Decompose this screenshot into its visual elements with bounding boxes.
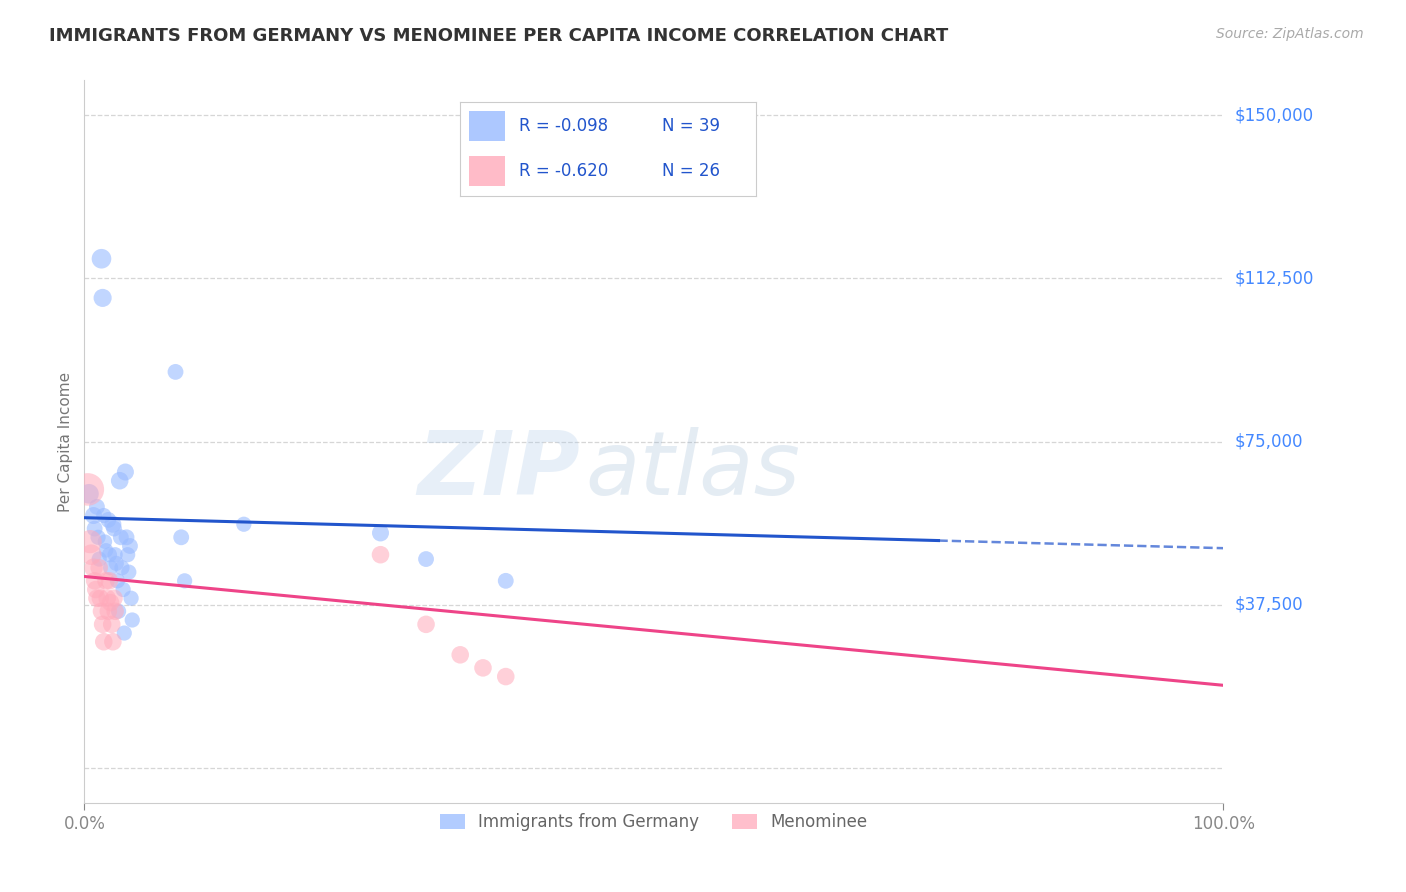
Point [105, 557, 128, 571]
Point [98, 548, 121, 562]
Point [100, 617, 122, 632]
Point [107, 604, 129, 618]
Point [97, 513, 120, 527]
Point [107, 574, 129, 588]
Point [94, 534, 117, 549]
Point [94, 543, 117, 558]
Point [83, 508, 105, 523]
Text: ZIP: ZIP [418, 427, 579, 514]
Point [118, 565, 141, 579]
Point [83, 522, 105, 536]
Point [121, 613, 143, 627]
Point [112, 582, 135, 597]
Point [84, 582, 107, 597]
Point [80, 548, 103, 562]
Legend: Immigrants from Germany, Menominee: Immigrants from Germany, Menominee [433, 806, 875, 838]
Point [77, 487, 100, 501]
Point [103, 591, 125, 606]
Point [91, 617, 114, 632]
Point [112, 626, 135, 640]
Point [115, 530, 138, 544]
Point [97, 604, 120, 618]
Point [165, 365, 187, 379]
Point [103, 522, 125, 536]
Point [90, 604, 112, 618]
Y-axis label: Per Capita Income: Per Capita Income [58, 371, 73, 512]
Point [104, 548, 127, 562]
Point [117, 548, 139, 562]
Point [120, 591, 142, 606]
Point [100, 596, 122, 610]
Point [83, 574, 105, 588]
Point [118, 539, 141, 553]
Point [94, 574, 117, 588]
Point [87, 530, 110, 544]
Text: $37,500: $37,500 [1234, 596, 1303, 614]
Point [101, 634, 124, 648]
Point [108, 474, 131, 488]
Point [110, 530, 132, 544]
Text: IMMIGRANTS FROM GERMANY VS MENOMINEE PER CAPITA INCOME CORRELATION CHART: IMMIGRANTS FROM GERMANY VS MENOMINEE PER… [49, 27, 949, 45]
Point [86, 591, 108, 606]
Point [98, 574, 121, 588]
Point [170, 530, 193, 544]
Text: $150,000: $150,000 [1234, 106, 1313, 124]
Point [90, 252, 112, 266]
Point [93, 508, 115, 523]
Point [96, 591, 118, 606]
Point [89, 561, 111, 575]
Point [101, 517, 124, 532]
Text: $75,000: $75,000 [1234, 433, 1303, 450]
Text: Source: ZipAtlas.com: Source: ZipAtlas.com [1216, 27, 1364, 41]
Point [415, 552, 437, 566]
Point [93, 634, 115, 648]
Point [495, 574, 517, 588]
Text: atlas: atlas [585, 427, 800, 514]
Point [79, 534, 101, 549]
Point [449, 648, 471, 662]
Point [83, 561, 105, 575]
Text: $112,500: $112,500 [1234, 269, 1313, 287]
Point [114, 465, 136, 479]
Point [415, 617, 437, 632]
Point [495, 669, 517, 683]
Point [89, 552, 111, 566]
Point [173, 574, 195, 588]
Point [111, 561, 134, 575]
Point [370, 525, 392, 540]
Point [76, 483, 98, 497]
Point [89, 591, 111, 606]
Point [100, 561, 122, 575]
Point [91, 291, 114, 305]
Point [104, 604, 127, 618]
Point [86, 500, 108, 514]
Point [370, 548, 392, 562]
Point [232, 517, 254, 532]
Point [472, 661, 495, 675]
